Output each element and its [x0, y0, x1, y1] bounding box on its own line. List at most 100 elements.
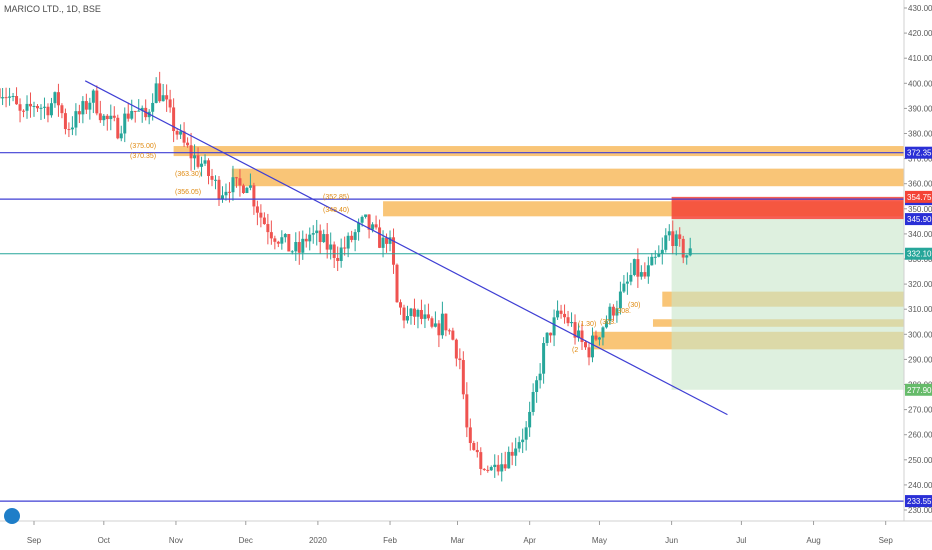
candle-body	[409, 308, 413, 317]
y-tick-label: 400.00	[908, 79, 932, 88]
y-tick-label: 390.00	[908, 104, 932, 113]
candle-body	[615, 308, 619, 316]
candle-body	[629, 274, 633, 282]
candle-body	[632, 259, 636, 275]
candle-body	[262, 217, 266, 225]
candle-body	[426, 314, 430, 319]
candle-body	[165, 95, 169, 100]
candle-body	[217, 179, 221, 200]
candle-body	[22, 110, 26, 112]
candle-body	[451, 330, 455, 340]
candle-body	[597, 337, 601, 340]
candle-body	[507, 451, 511, 469]
candle-body	[538, 373, 542, 381]
candle-body	[625, 281, 629, 284]
candle-body	[35, 105, 39, 109]
candle-body	[210, 175, 214, 180]
candle-body	[280, 237, 284, 244]
candle-body	[8, 96, 12, 98]
y-tick-label: 300.00	[908, 330, 932, 339]
candle-body	[297, 242, 301, 253]
candle-body	[545, 332, 549, 344]
candle-body	[67, 129, 71, 131]
orange-zone	[231, 168, 905, 187]
candle-body	[231, 177, 235, 193]
symbol-title: MARICO LTD., 1D, BSE	[4, 4, 101, 14]
y-tick-label: 380.00	[908, 130, 932, 139]
candle-body	[419, 309, 423, 319]
candle-body	[500, 464, 504, 472]
candle-body	[423, 314, 427, 319]
candle-body	[479, 452, 483, 469]
candle-body	[196, 155, 200, 167]
candle-body	[109, 115, 113, 120]
candle-body	[214, 179, 218, 181]
candle-body	[650, 256, 654, 266]
candle-body	[95, 90, 99, 114]
candle-body	[123, 113, 127, 134]
level-note: (348.40)	[323, 207, 349, 214]
candle-body	[4, 97, 8, 99]
y-tick-label: 420.00	[908, 29, 932, 38]
candle-body	[601, 327, 605, 338]
candle-body	[521, 439, 525, 443]
candle-body	[430, 318, 434, 327]
candle-body	[234, 177, 238, 179]
candle-body	[580, 330, 584, 343]
level-price-label: 372.35	[907, 149, 932, 158]
level-note: (375.00)	[130, 143, 156, 150]
candle-body	[653, 256, 657, 258]
candle-body	[290, 251, 294, 253]
candle-body	[224, 191, 228, 196]
candle-body	[535, 380, 539, 392]
level-note: (363.30)	[175, 171, 201, 178]
last-price-label: 332.10	[907, 250, 932, 259]
candle-body	[42, 106, 46, 108]
candle-body	[11, 96, 15, 98]
candle-body	[227, 191, 231, 193]
y-axis[interactable]: 230.00240.00250.00260.00270.00280.00290.…	[903, 0, 932, 521]
candle-body	[618, 291, 622, 309]
x-axis[interactable]: Sep Oct Nov Dec 2020 Feb Mar Apr May Jun Jul Aug Sep	[0, 520, 932, 545]
candle-body	[622, 283, 626, 292]
candle-body	[587, 347, 591, 358]
zone-price-label: 345.90	[907, 215, 932, 224]
candle-body	[604, 321, 608, 328]
candle-body	[364, 214, 368, 217]
candle-body	[245, 187, 249, 193]
level-price-label: 233.55	[907, 497, 932, 506]
last-price-label-bg	[905, 247, 932, 260]
candle-body	[671, 231, 675, 246]
candle-body	[325, 234, 329, 250]
x-tick-label: Jun	[665, 536, 678, 545]
candle-body	[636, 259, 640, 277]
candle-body	[29, 103, 33, 107]
x-tick-label: Feb	[383, 536, 397, 545]
x-tick-label: Jul	[736, 536, 746, 545]
candle-body	[590, 335, 594, 358]
level-note: (2	[572, 347, 578, 354]
candle-body	[186, 142, 190, 146]
candle-body	[308, 234, 312, 242]
candle-body	[563, 313, 567, 318]
y-tick-label: 230.00	[908, 506, 932, 515]
candle-body	[172, 107, 176, 132]
y-tick-label: 270.00	[908, 406, 932, 415]
x-tick-label: Oct	[98, 536, 111, 545]
candle-body	[294, 242, 298, 252]
candle-body	[461, 360, 465, 395]
candle-body	[336, 257, 340, 261]
level-note: (356.05)	[175, 189, 201, 196]
candle-body	[46, 106, 50, 116]
candle-body	[657, 253, 661, 257]
candle-body	[573, 322, 577, 338]
stop-zone	[671, 196, 904, 220]
zones-layer	[173, 146, 905, 390]
candle-body	[385, 237, 389, 244]
candle-body	[437, 323, 441, 336]
candle-body	[475, 449, 479, 453]
candle-body	[332, 244, 336, 258]
tradingview-logo-icon[interactable]	[4, 508, 20, 524]
candle-body	[207, 160, 211, 176]
